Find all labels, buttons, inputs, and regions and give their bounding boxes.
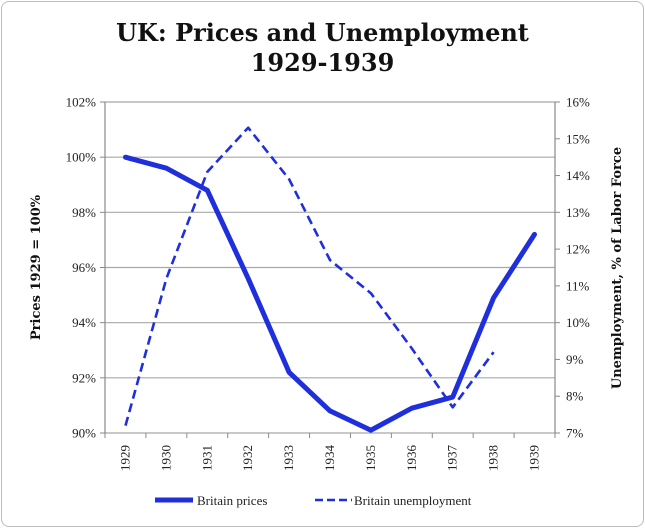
chart-subtitle: 1929-1939: [250, 48, 395, 77]
x-tick-label: 1934: [322, 445, 337, 472]
x-tick-label: 1939: [527, 445, 542, 471]
right-tick-label: 15%: [566, 131, 590, 146]
right-tick-label: 13%: [566, 205, 590, 220]
right-tick-label: 10%: [566, 315, 590, 330]
series-lines: [123, 126, 537, 433]
right-tick-label: 9%: [566, 352, 584, 367]
x-tick-label: 1937: [445, 445, 460, 472]
unemployment-line: [124, 126, 495, 426]
grid-lines: [105, 101, 555, 434]
left-tick-label: 100%: [66, 150, 97, 165]
x-axis-ticks: 1929 1930 1931 1932 1933 1934 1935 1936 1937 1938…: [104, 433, 556, 472]
right-tick-label: 11%: [566, 278, 590, 293]
right-tick-label: 14%: [566, 168, 590, 183]
right-axis-ticks: 7% 8% 9% 10% 11% 12% 13% 14% 15% 16%: [555, 95, 590, 441]
prices-line: [123, 154, 537, 433]
x-tick-label: 1935: [363, 445, 378, 471]
x-tick-label: 1932: [240, 445, 255, 471]
x-tick-label: 1931: [199, 445, 214, 471]
left-tick-label: 102%: [66, 95, 97, 110]
legend-label-prices: Britain prices: [197, 493, 267, 508]
legend-label-unemployment: Britain unemployment: [354, 493, 472, 508]
left-tick-label: 98%: [72, 205, 96, 220]
chart-title: UK: Prices and Unemployment: [116, 18, 529, 47]
x-tick-label: 1938: [486, 445, 501, 471]
x-tick-label: 1933: [281, 445, 296, 471]
right-tick-label: 16%: [566, 95, 590, 110]
right-tick-label: 8%: [566, 389, 584, 404]
right-tick-label: 7%: [566, 426, 584, 441]
left-tick-label: 94%: [72, 315, 96, 330]
left-tick-label: 92%: [72, 370, 96, 385]
left-tick-label: 90%: [72, 426, 96, 441]
left-axis-label: Prices 1929 = 100%: [29, 194, 44, 340]
x-tick-label: 1930: [158, 445, 173, 471]
legend: Britain prices Britain unemployment: [155, 493, 472, 508]
left-tick-label: 96%: [72, 260, 96, 275]
x-tick-label: 1929: [117, 445, 132, 471]
x-tick-label: 1936: [404, 445, 419, 472]
right-tick-label: 12%: [566, 242, 590, 257]
left-axis-ticks: 90% 92% 94% 96% 98% 100% 102%: [66, 95, 105, 441]
right-axis-label: Unemployment, % of Labor Force: [610, 147, 625, 389]
